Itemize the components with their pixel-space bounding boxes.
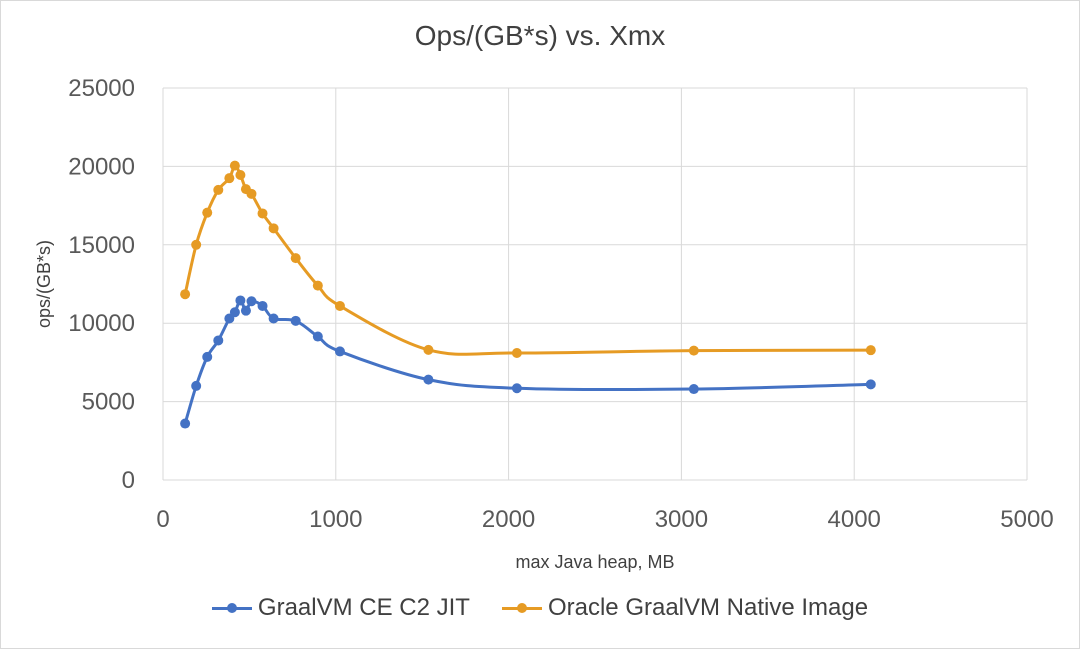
data-point: [688, 345, 699, 356]
x-tick-label: 3000: [655, 506, 708, 533]
legend-label-series-2: Oracle GraalVM Native Image: [547, 594, 869, 621]
y-tick-label: 0: [122, 467, 135, 494]
y-tick-label: 5000: [82, 389, 135, 416]
data-point: [229, 307, 240, 318]
x-tick-label: 5000: [1000, 506, 1053, 533]
data-point: [511, 347, 522, 358]
series-layer: [180, 160, 876, 429]
data-point: [246, 296, 257, 307]
data-point: [235, 295, 246, 306]
data-point: [290, 315, 301, 326]
data-point: [334, 346, 345, 357]
data-point: [180, 418, 191, 429]
data-point: [257, 208, 268, 219]
legend-swatch-series-2: [501, 598, 542, 618]
legend-swatch-series-1: [211, 598, 252, 618]
x-tick-label: 2000: [482, 506, 535, 533]
grid-lines: [162, 87, 1028, 481]
data-point: [235, 170, 246, 181]
data-point: [257, 300, 268, 311]
y-axis-label: ops/(GB*s): [34, 240, 54, 328]
data-point: [688, 384, 699, 395]
legend-item-series-1: GraalVM CE C2 JIT: [211, 594, 470, 622]
data-point: [423, 374, 434, 385]
series-2: [180, 160, 876, 358]
data-point: [224, 173, 235, 184]
y-tick-label: 15000: [68, 232, 135, 259]
data-point: [312, 280, 323, 291]
x-axis-label: max Java heap, MB: [515, 552, 674, 572]
chart-title: Ops/(GB*s) vs. Xmx: [414, 20, 666, 51]
data-point: [202, 351, 213, 362]
data-point: [334, 300, 345, 311]
data-point: [865, 379, 876, 390]
series-line: [183, 298, 871, 424]
data-point: [268, 223, 279, 234]
data-point: [213, 335, 224, 346]
data-point: [240, 305, 251, 316]
series-line: [183, 164, 871, 356]
data-point: [511, 383, 522, 394]
data-point: [865, 345, 876, 356]
y-tick-label: 10000: [68, 310, 135, 337]
legend: GraalVM CE C2 JIT Oracle GraalVM Native …: [0, 594, 1080, 622]
x-tick-label: 4000: [828, 506, 881, 533]
y-tick-label: 25000: [68, 75, 135, 102]
data-point: [246, 188, 257, 199]
data-point: [191, 239, 202, 250]
data-point: [268, 313, 279, 324]
x-tick-label: 0: [156, 506, 169, 533]
data-point: [312, 331, 323, 342]
data-point: [180, 289, 191, 300]
axis-ticks: 0 5000 10000 15000 20000 25000 0 1000 2000 3000 40…: [68, 75, 1053, 533]
data-point: [229, 160, 240, 171]
y-tick-label: 20000: [68, 153, 135, 180]
data-point: [213, 184, 224, 195]
series-1: [180, 295, 876, 429]
legend-label-series-1: GraalVM CE C2 JIT: [257, 594, 470, 621]
data-point: [202, 207, 213, 218]
legend-item-series-2: Oracle GraalVM Native Image: [501, 594, 869, 622]
data-point: [290, 253, 301, 264]
data-point: [191, 380, 202, 391]
x-tick-label: 1000: [309, 506, 362, 533]
data-point: [423, 344, 434, 355]
